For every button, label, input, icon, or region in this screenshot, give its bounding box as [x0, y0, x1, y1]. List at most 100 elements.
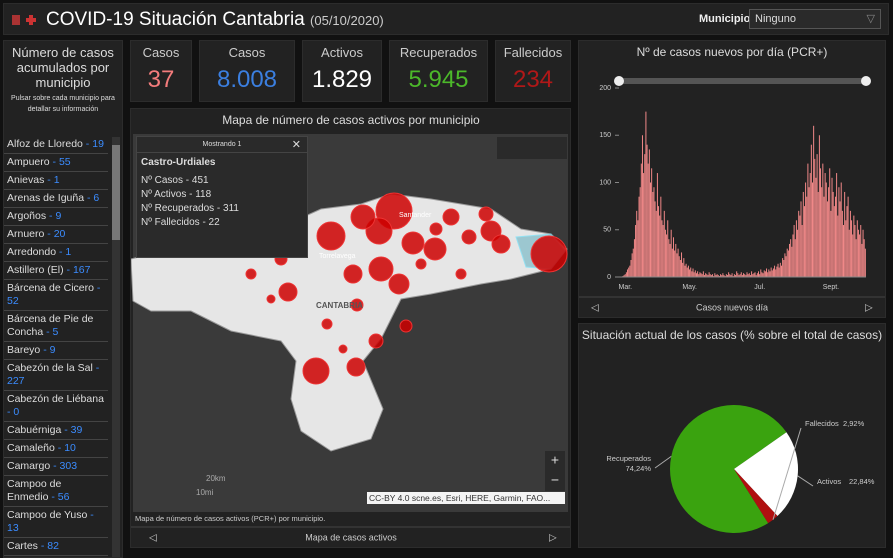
zoom-in-icon[interactable]: +	[551, 452, 559, 468]
item-name: Bareyo	[7, 344, 41, 356]
list-item[interactable]: Argoños - 9	[4, 208, 108, 226]
bar	[791, 246, 793, 277]
bar	[661, 220, 663, 277]
bar	[859, 234, 861, 277]
list-item[interactable]: Alfoz de Lloredo - 19	[4, 136, 108, 154]
kpi-label: Activos	[321, 45, 363, 60]
item-name: Astillero (El)	[7, 264, 64, 276]
bar	[692, 268, 694, 277]
zoom-out-icon[interactable]: −	[551, 472, 559, 488]
list-item[interactable]: Anievas - 1	[4, 172, 108, 190]
list-item[interactable]: Cabuérniga - 39	[4, 422, 108, 440]
bar	[826, 201, 828, 277]
list-subtitle: Pulsar sobre cada municipio para detalla…	[11, 95, 115, 113]
item-sep: -	[63, 264, 73, 276]
list-item[interactable]: Cabezón de Liébana - 0	[4, 391, 108, 422]
bar	[624, 274, 626, 277]
zoom-buttons[interactable]	[545, 451, 565, 491]
list-item[interactable]: Campoo de Yuso - 13	[4, 507, 108, 538]
list-item[interactable]: Camaleño - 10	[4, 440, 108, 458]
bar	[716, 274, 718, 277]
pie-panel: Situación actual de los casos (% sobre e…	[578, 323, 886, 548]
scrollbar[interactable]	[112, 137, 120, 557]
popup-close[interactable]: ✕	[291, 139, 301, 151]
slider-handle[interactable]	[861, 76, 871, 86]
list-item[interactable]: Ampuero - 55	[4, 154, 108, 172]
bar	[676, 253, 678, 277]
bar	[730, 275, 732, 277]
list-item[interactable]: Campoo de Enmedio - 56	[4, 476, 108, 507]
bar	[770, 267, 772, 277]
item-sep: -	[54, 442, 65, 454]
bar	[707, 275, 709, 277]
bar	[843, 225, 844, 277]
list-item[interactable]: Bárcena de Cicero - 52	[4, 280, 108, 311]
leader-line	[772, 427, 802, 520]
bar	[784, 253, 786, 277]
bar	[709, 274, 711, 277]
bar	[658, 206, 660, 277]
bar	[726, 275, 728, 277]
popup-title: Castro-Urdiales	[141, 157, 216, 168]
bar	[762, 273, 764, 277]
next-arrow[interactable]: ▷	[549, 533, 557, 544]
bar	[655, 210, 657, 277]
filter-label: Municipio	[699, 13, 751, 25]
item-sep: -	[7, 406, 14, 418]
bar	[830, 210, 832, 277]
list-item[interactable]: Camargo - 303	[4, 458, 108, 476]
list-item[interactable]: Bárcena de Pie de Concha - 5	[4, 311, 108, 342]
item-name: Ampuero	[7, 156, 50, 168]
slice-name: Fallecidos	[805, 419, 839, 428]
y-tick-label: 50	[603, 227, 611, 234]
bar	[810, 144, 812, 277]
bar-chart: Nº de casos nuevos por día (PCR+) 0 50 100 1…	[579, 45, 885, 314]
prev-arrow[interactable]: ◁	[149, 533, 157, 544]
attribution-bg	[367, 492, 565, 504]
bar	[656, 173, 658, 277]
kpi-card: Activos 1.829	[302, 40, 382, 102]
item-name: Argoños	[7, 210, 47, 222]
bar	[825, 182, 827, 277]
next-arrow: ▷	[865, 303, 873, 314]
x-tick-label: Jul.	[754, 284, 765, 291]
bar	[662, 225, 664, 277]
bar	[715, 275, 717, 277]
kpi-value: 5.945	[408, 66, 469, 93]
item-sep: -	[82, 138, 93, 150]
bar	[721, 275, 723, 277]
bar	[833, 206, 835, 277]
list-item[interactable]: Cartes - 82	[4, 538, 108, 556]
bar	[636, 210, 638, 277]
bar	[684, 265, 686, 277]
list-item[interactable]: Arenas de Iguña - 6	[4, 190, 108, 208]
kpi-value: 1.829	[311, 66, 373, 93]
filter-select[interactable]: Ninguno ▽	[749, 9, 881, 29]
bar	[736, 271, 738, 277]
bar	[817, 191, 819, 277]
bar	[849, 210, 851, 277]
bar	[652, 191, 654, 277]
bar	[807, 163, 809, 277]
list-item[interactable]: Arnuero - 20	[4, 226, 108, 244]
date: (05/10/2020)	[310, 13, 384, 28]
bar	[779, 262, 781, 277]
bar	[756, 273, 758, 277]
title-text: COVID-19 Situación Cantabria	[46, 9, 305, 30]
bar	[794, 239, 796, 277]
item-value: 9	[49, 344, 56, 356]
bar	[669, 243, 671, 277]
slider-handle[interactable]	[614, 76, 624, 86]
bar	[800, 201, 802, 277]
list-item[interactable]: Astillero (El) - 167	[4, 262, 108, 280]
list-item[interactable]: Arredondo - 1	[4, 244, 108, 262]
x-tick-label: Sept.	[823, 284, 839, 291]
item-sep: -	[44, 174, 54, 186]
map-toolbar[interactable]	[497, 137, 567, 159]
list-item[interactable]: Bareyo - 9	[4, 342, 108, 360]
bar	[760, 269, 762, 277]
bar	[710, 275, 712, 277]
bar	[818, 135, 820, 277]
kpi-card: Recuperados 5.945	[389, 40, 488, 102]
list-item[interactable]: Cabezón de la Sal - 227	[4, 360, 108, 391]
